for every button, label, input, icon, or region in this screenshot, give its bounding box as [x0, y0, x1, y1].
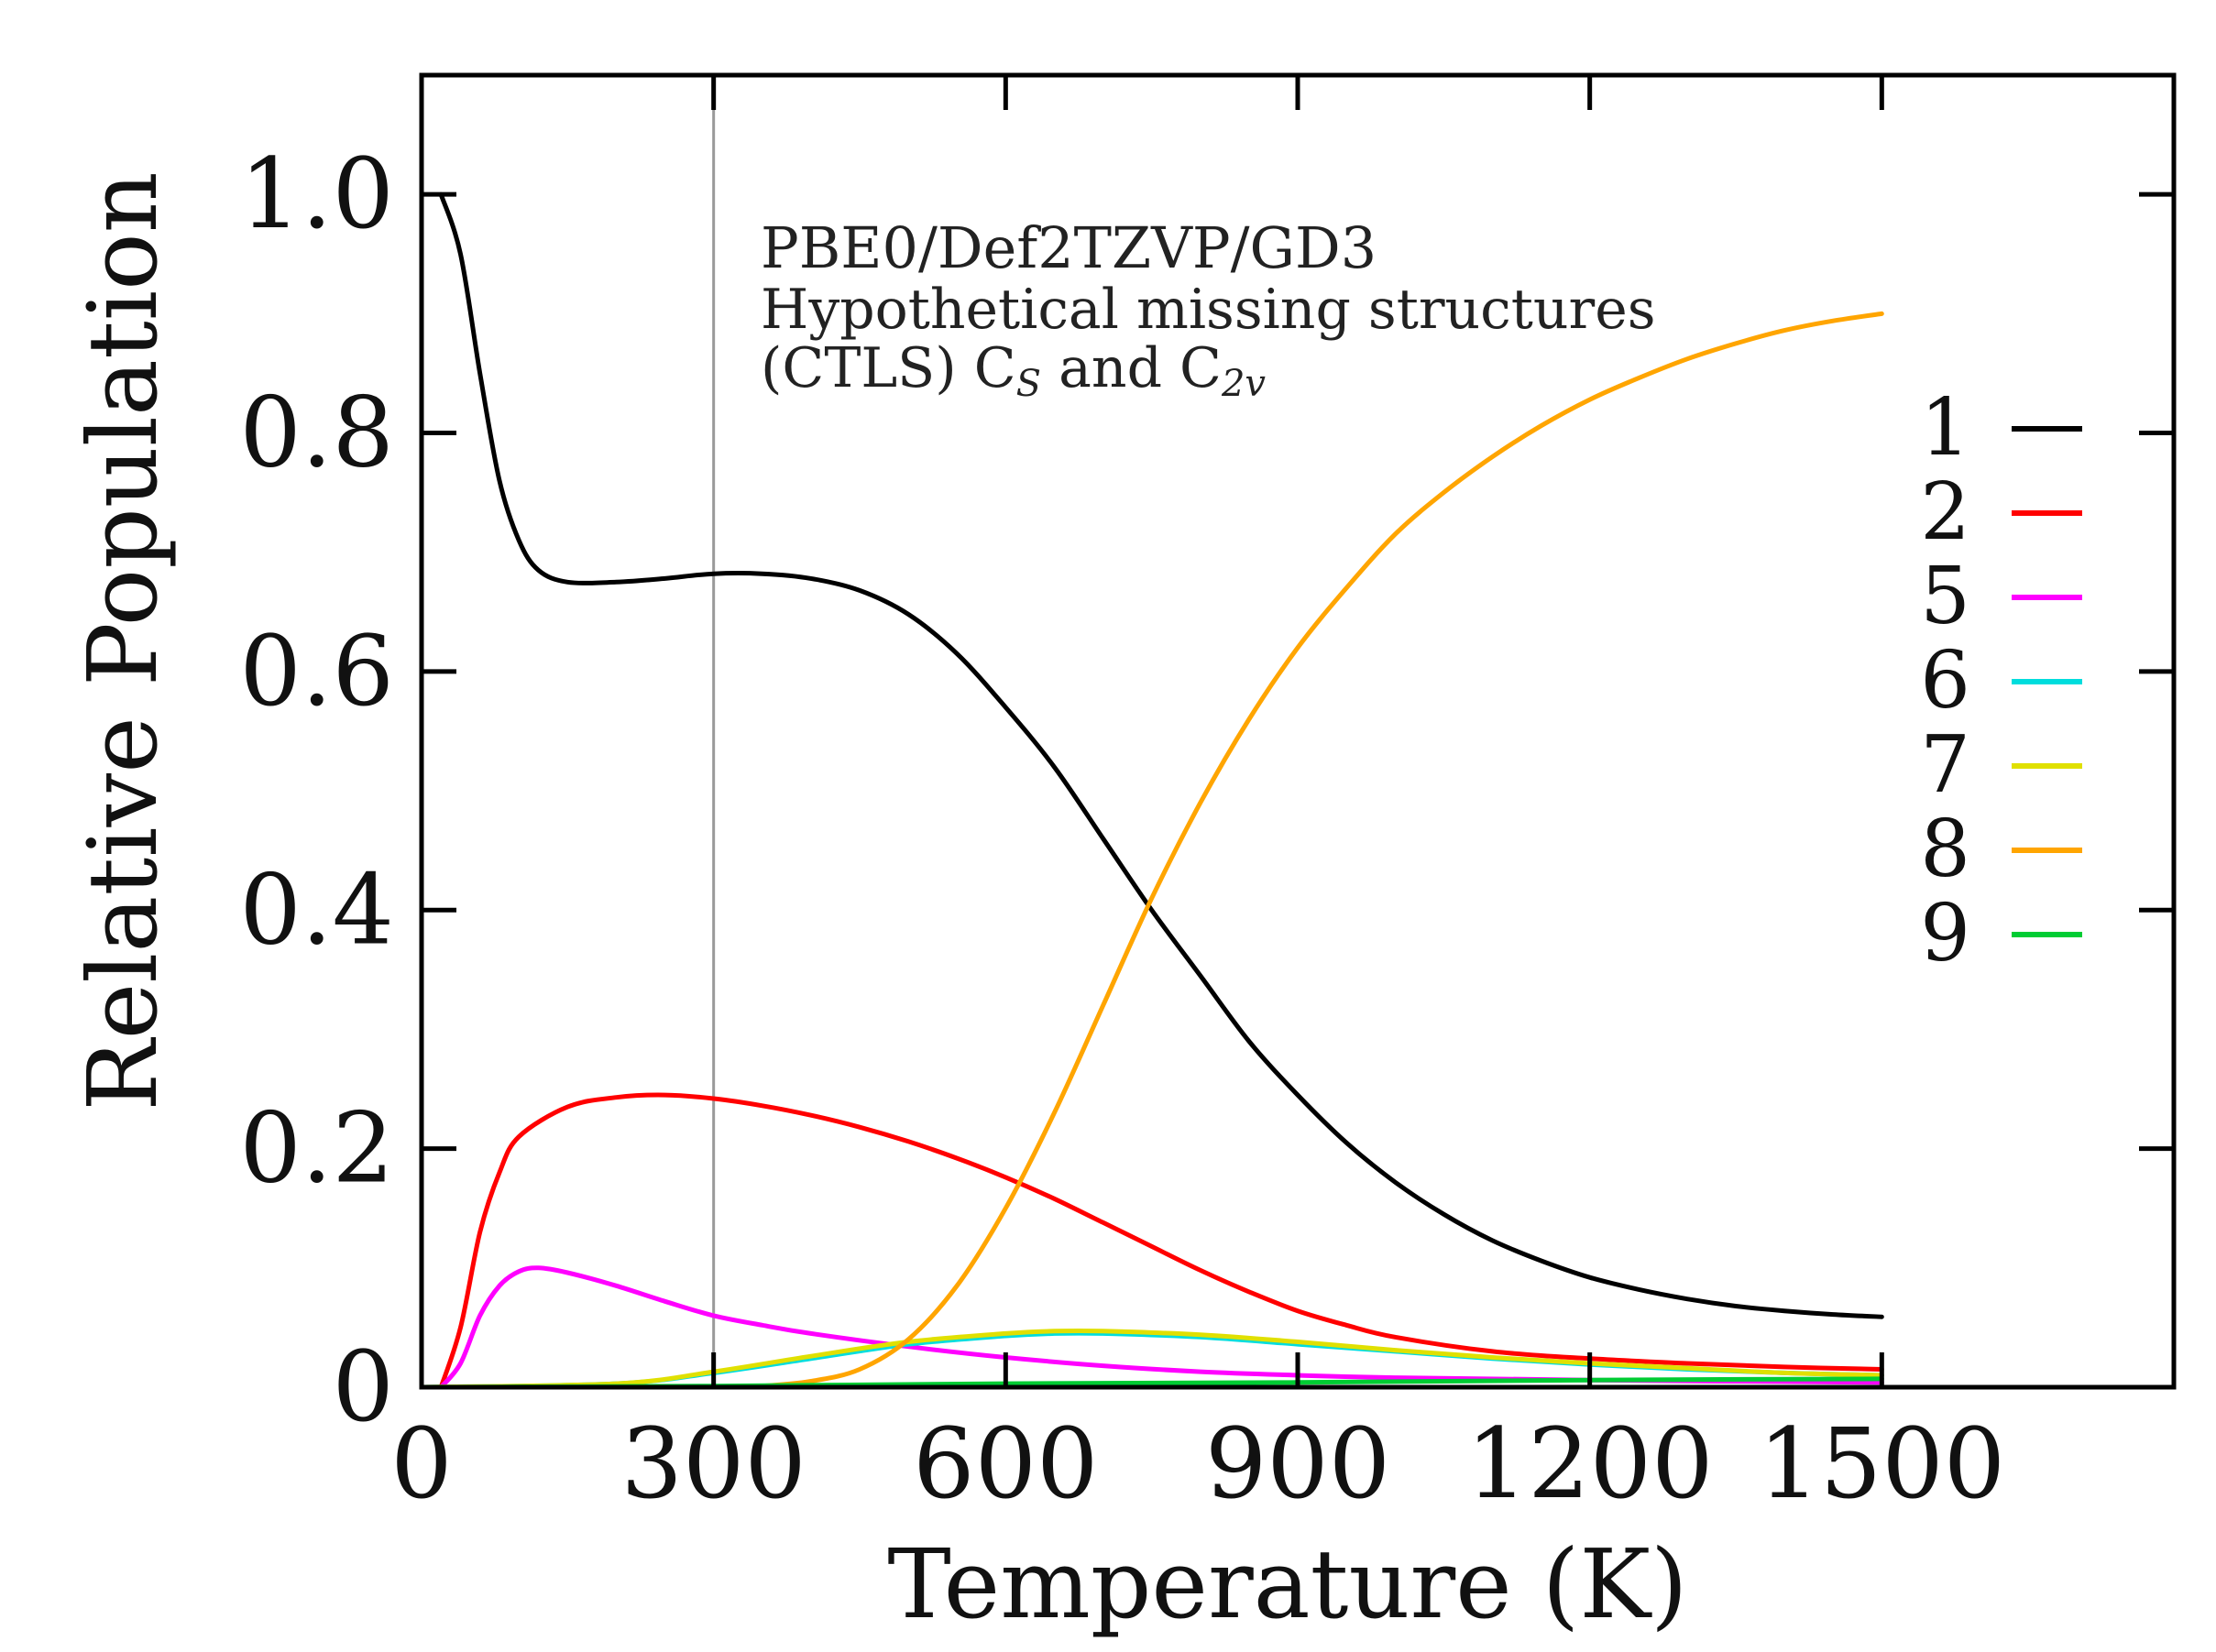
x-tick-label: 900	[1205, 1407, 1390, 1520]
x-tick-label: 600	[913, 1407, 1098, 1520]
series-line-7	[419, 1328, 1884, 1390]
series-line-1	[438, 191, 1884, 1319]
legend-label-8: 8	[1920, 804, 1970, 895]
x-tick-label: 1500	[1758, 1407, 2005, 1520]
x-tick-label: 300	[621, 1407, 806, 1520]
y-tick-label: 0.2	[239, 1092, 394, 1205]
legend-label-6: 6	[1920, 635, 1970, 727]
y-tick-label: 0.8	[239, 377, 394, 489]
x-tick-label: 0	[390, 1407, 452, 1520]
legend-label-7: 7	[1920, 719, 1970, 811]
legend-label-1: 1	[1920, 382, 1970, 474]
y-tick-label: 0	[333, 1330, 394, 1443]
x-axis-label: Temperature (K)	[887, 1528, 1687, 1640]
series-line-5	[438, 1265, 1884, 1390]
series-line-8	[711, 311, 1884, 1390]
y-tick-label: 0.4	[239, 853, 394, 966]
annotation-symmetry: (CTLS) CS and C2v	[761, 336, 1266, 405]
y-tick-label: 0.6	[239, 615, 394, 728]
y-tick-label: 1.0	[239, 137, 394, 250]
x-tick-label: 1200	[1466, 1407, 1714, 1520]
ticks-layer: 0 300 600 900 1200 1500 0 0.2 0.4 0.6 0.8 1.0	[239, 75, 2174, 1520]
legend-label-9: 9	[1920, 888, 1970, 979]
annotation-block: PBE0/Def2TZVP/GD3 Hypothetical missing s…	[761, 214, 1656, 405]
y-axis-label: Relative Population	[67, 171, 179, 1110]
series-line-2	[438, 1092, 1884, 1390]
legend-label-5: 5	[1920, 551, 1970, 642]
legend-label-2: 2	[1920, 466, 1970, 558]
annotation-method: PBE0/Def2TZVP/GD3	[761, 214, 1377, 281]
annotation-description: Hypothetical missing structures	[761, 278, 1656, 342]
